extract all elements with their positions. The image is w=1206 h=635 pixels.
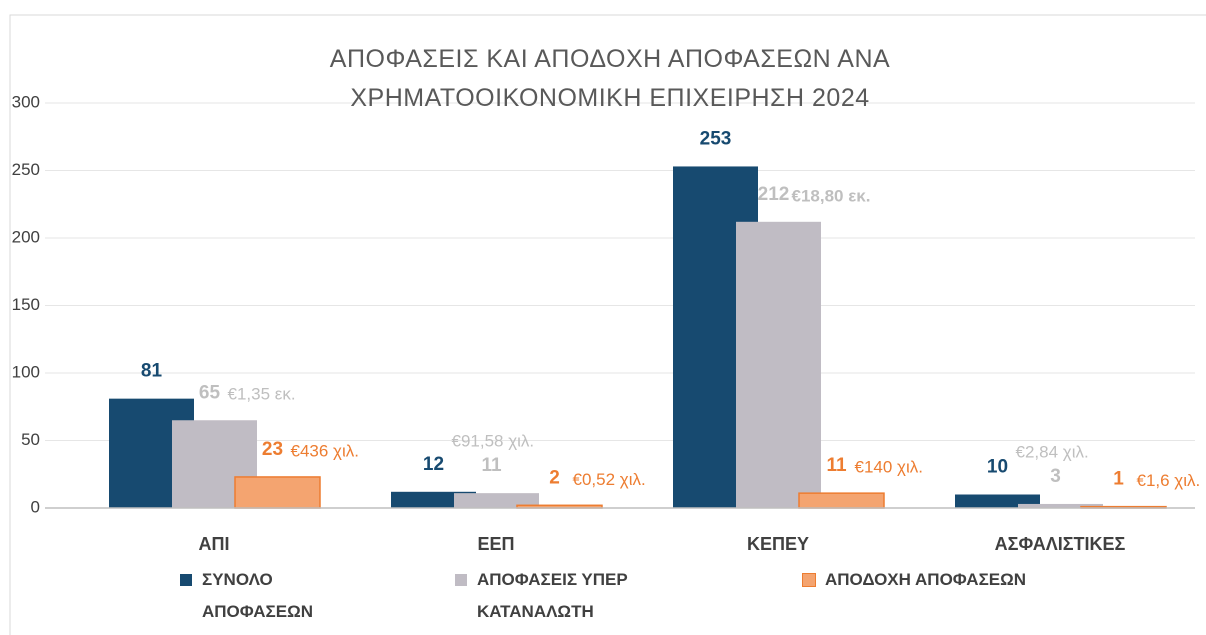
- x-tick-label: ΑΣΦΑΛΙΣΤΙΚΕΣ: [995, 534, 1126, 554]
- value-label: 65: [199, 382, 221, 403]
- amount-label: €140 χιλ.: [855, 458, 923, 477]
- y-tick-label: 300: [12, 92, 40, 111]
- bar: [1018, 503, 1103, 508]
- amount-label: €436 χιλ.: [291, 441, 359, 460]
- legend-swatch: [802, 573, 816, 587]
- amount-label: €91,58 χιλ.: [452, 432, 535, 451]
- value-label: 11: [481, 455, 502, 476]
- value-label: 11: [826, 455, 847, 476]
- value-label: 253: [700, 128, 732, 149]
- legend-swatch: [180, 574, 192, 586]
- y-tick-label: 50: [21, 430, 40, 449]
- value-label: 3: [1050, 466, 1061, 487]
- legend-label: ΑΠΟΦΑΣΕΙΣ ΥΠΕΡ ΚΑΤΑΝΑΛΩΤΗ: [477, 570, 628, 621]
- x-tick-label: ΚΕΠΕΥ: [747, 534, 809, 554]
- legend-swatch: [455, 574, 467, 586]
- y-tick-label: 100: [12, 362, 40, 381]
- amount-label: €0,52 χιλ.: [573, 470, 646, 489]
- legend-label: ΣΥΝΟΛΟ ΑΠΟΦΑΣΕΩΝ: [202, 570, 313, 621]
- amount-label: €1,6 χιλ.: [1137, 471, 1201, 490]
- x-tick-label: ΑΠΙ: [199, 534, 230, 554]
- chart-border: [9, 14, 1206, 635]
- value-label: 81: [141, 361, 163, 382]
- value-label: 212: [758, 184, 790, 205]
- amount-label: €2,84 χιλ.: [1016, 442, 1089, 461]
- bar: [454, 493, 539, 508]
- bar: [798, 492, 885, 509]
- value-label: 2: [549, 467, 560, 488]
- chart-title: ΑΠΟΦΑΣΕΙΣ ΚΑΙ ΑΠΟΔΟΧΗ ΑΠΟΦΑΣΕΩΝ ΑΝΑ ΧΡΗΜ…: [329, 45, 891, 112]
- y-tick-label: 250: [12, 160, 40, 179]
- x-tick-label: ΕΕΠ: [477, 534, 514, 554]
- y-tick-label: 150: [12, 295, 40, 314]
- bar: [234, 476, 321, 509]
- y-tick-label: 200: [12, 227, 40, 246]
- amount-label: €18,80 εκ.: [792, 186, 871, 205]
- value-label: 1: [1113, 469, 1124, 490]
- y-tick-label: 0: [31, 497, 40, 516]
- value-label: 23: [262, 439, 283, 460]
- amount-label: €1,35 εκ.: [228, 385, 296, 404]
- bar: [736, 221, 821, 509]
- value-label: 12: [423, 454, 444, 475]
- value-label: 10: [987, 457, 1008, 478]
- legend-label: ΑΠΟΔΟΧΗ ΑΠΟΦΑΣΕΩΝ: [825, 570, 1027, 589]
